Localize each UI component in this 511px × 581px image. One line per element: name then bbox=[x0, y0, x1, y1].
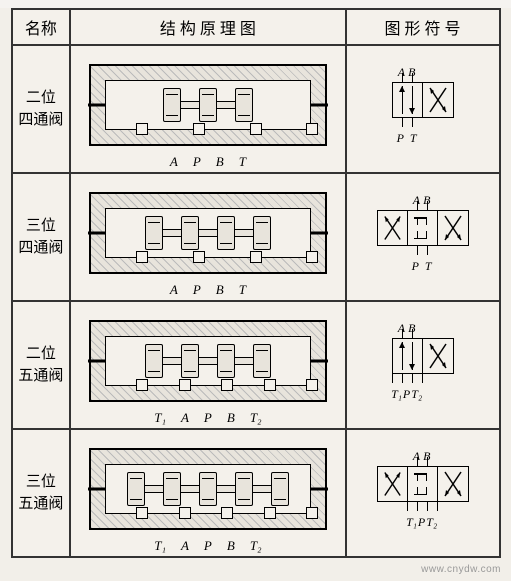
name-line1: 二位 bbox=[26, 346, 56, 362]
symbol-bot-labels: T₁PT₂ bbox=[399, 515, 445, 530]
struct-cell: T₁APBT₂ bbox=[70, 301, 345, 429]
struct-cell: T₁APBT₂ bbox=[70, 429, 345, 557]
header-struct: 结 构 原 理 图 bbox=[70, 9, 345, 45]
symbol-cell: AB PT bbox=[346, 45, 500, 173]
port-labels: T₁APBT₂ bbox=[71, 410, 344, 426]
struct-cell: APBT bbox=[70, 173, 345, 301]
table-row: 三位 五通阀 T₁APBT₂ AB T₁PT₂ bbox=[12, 429, 500, 557]
graphic-symbol: AB T₁PT₂ bbox=[392, 324, 452, 374]
name-line2: 五通阀 bbox=[18, 368, 63, 384]
table-row: 三位 四通阀 APBT AB PT bbox=[12, 173, 500, 301]
header-name: 名称 bbox=[12, 9, 71, 45]
name-line2: 五通阀 bbox=[18, 496, 63, 512]
table-row: 二位 四通阀 APBT AB PT bbox=[12, 45, 500, 173]
graphic-symbol: AB PT bbox=[392, 68, 452, 118]
page-container: 名称 结 构 原 理 图 图 形 符 号 二位 四通阀 APBT AB PT 三… bbox=[0, 8, 511, 581]
valve-name-cell: 三位 五通阀 bbox=[12, 429, 71, 557]
port-labels: APBT bbox=[71, 282, 344, 298]
port-labels: APBT bbox=[71, 154, 344, 170]
port-labels: T₁APBT₂ bbox=[71, 538, 344, 554]
structural-diagram bbox=[89, 320, 327, 402]
valve-name-cell: 二位 五通阀 bbox=[12, 301, 71, 429]
name-line2: 四通阀 bbox=[18, 240, 63, 256]
table-row: 二位 五通阀 T₁APBT₂ AB T₁PT₂ bbox=[12, 301, 500, 429]
symbol-top-labels: AB bbox=[392, 65, 422, 80]
struct-cell: APBT bbox=[70, 45, 345, 173]
watermark: www.cnydw.com bbox=[421, 564, 501, 575]
symbol-top-labels: AB bbox=[407, 449, 437, 464]
name-line2: 四通阀 bbox=[18, 112, 63, 128]
symbol-cell: AB PT bbox=[346, 173, 500, 301]
header-row: 名称 结 构 原 理 图 图 形 符 号 bbox=[12, 9, 500, 45]
valve-name-cell: 三位 四通阀 bbox=[12, 173, 71, 301]
valve-name-cell: 二位 四通阀 bbox=[12, 45, 71, 173]
symbol-top-labels: AB bbox=[407, 193, 437, 208]
symbol-bot-labels: PT bbox=[384, 131, 430, 146]
header-symbol: 图 形 符 号 bbox=[346, 9, 500, 45]
graphic-symbol: AB T₁PT₂ bbox=[377, 452, 467, 502]
name-line1: 三位 bbox=[26, 474, 56, 490]
symbol-bot-labels: T₁PT₂ bbox=[384, 387, 430, 402]
structural-diagram bbox=[89, 448, 327, 530]
graphic-symbol: AB PT bbox=[377, 196, 467, 246]
structural-diagram bbox=[89, 192, 327, 274]
symbol-cell: AB T₁PT₂ bbox=[346, 429, 500, 557]
name-line1: 二位 bbox=[26, 90, 56, 106]
valve-table: 名称 结 构 原 理 图 图 形 符 号 二位 四通阀 APBT AB PT 三… bbox=[11, 8, 501, 558]
name-line1: 三位 bbox=[26, 218, 56, 234]
symbol-bot-labels: PT bbox=[399, 259, 445, 274]
structural-diagram bbox=[89, 64, 327, 146]
symbol-top-labels: AB bbox=[392, 321, 422, 336]
symbol-cell: AB T₁PT₂ bbox=[346, 301, 500, 429]
